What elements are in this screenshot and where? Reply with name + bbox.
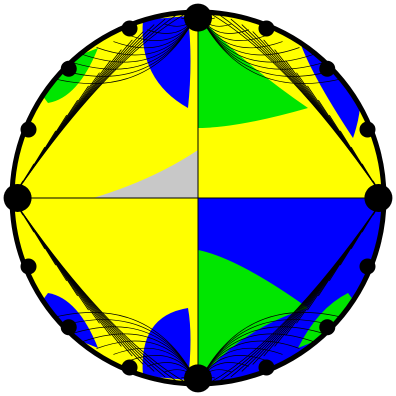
ideal-vertex-spot [121,359,138,376]
ideal-vertex-spot [184,364,212,393]
ideal-vertex-accumulations [3,3,393,393]
green-region-top-right [198,14,308,128]
geodesic-arc [208,197,384,384]
ideal-vertex-spot [184,3,212,32]
geodesic-arc [208,12,384,199]
ideal-vertex-spot [364,184,393,212]
ideal-vertex-spot [258,359,275,376]
ideal-vertex-spot [359,258,376,275]
ideal-vertex-spot [20,121,37,138]
ideal-vertex-spot [319,60,336,77]
ideal-vertex-spot [20,258,37,275]
ideal-vertex-spot [258,20,275,37]
ideal-vertex-spot [3,184,32,212]
ideal-vertex-spot [121,20,138,37]
ideal-vertex-spot [359,121,376,138]
ideal-vertex-spot [60,60,77,77]
ideal-vertex-spot [60,319,77,336]
geodesic-arc [12,12,188,199]
gray-fundamental-triangle [93,150,198,198]
geodesic-arc [12,197,188,384]
ideal-vertex-spot [319,319,336,336]
